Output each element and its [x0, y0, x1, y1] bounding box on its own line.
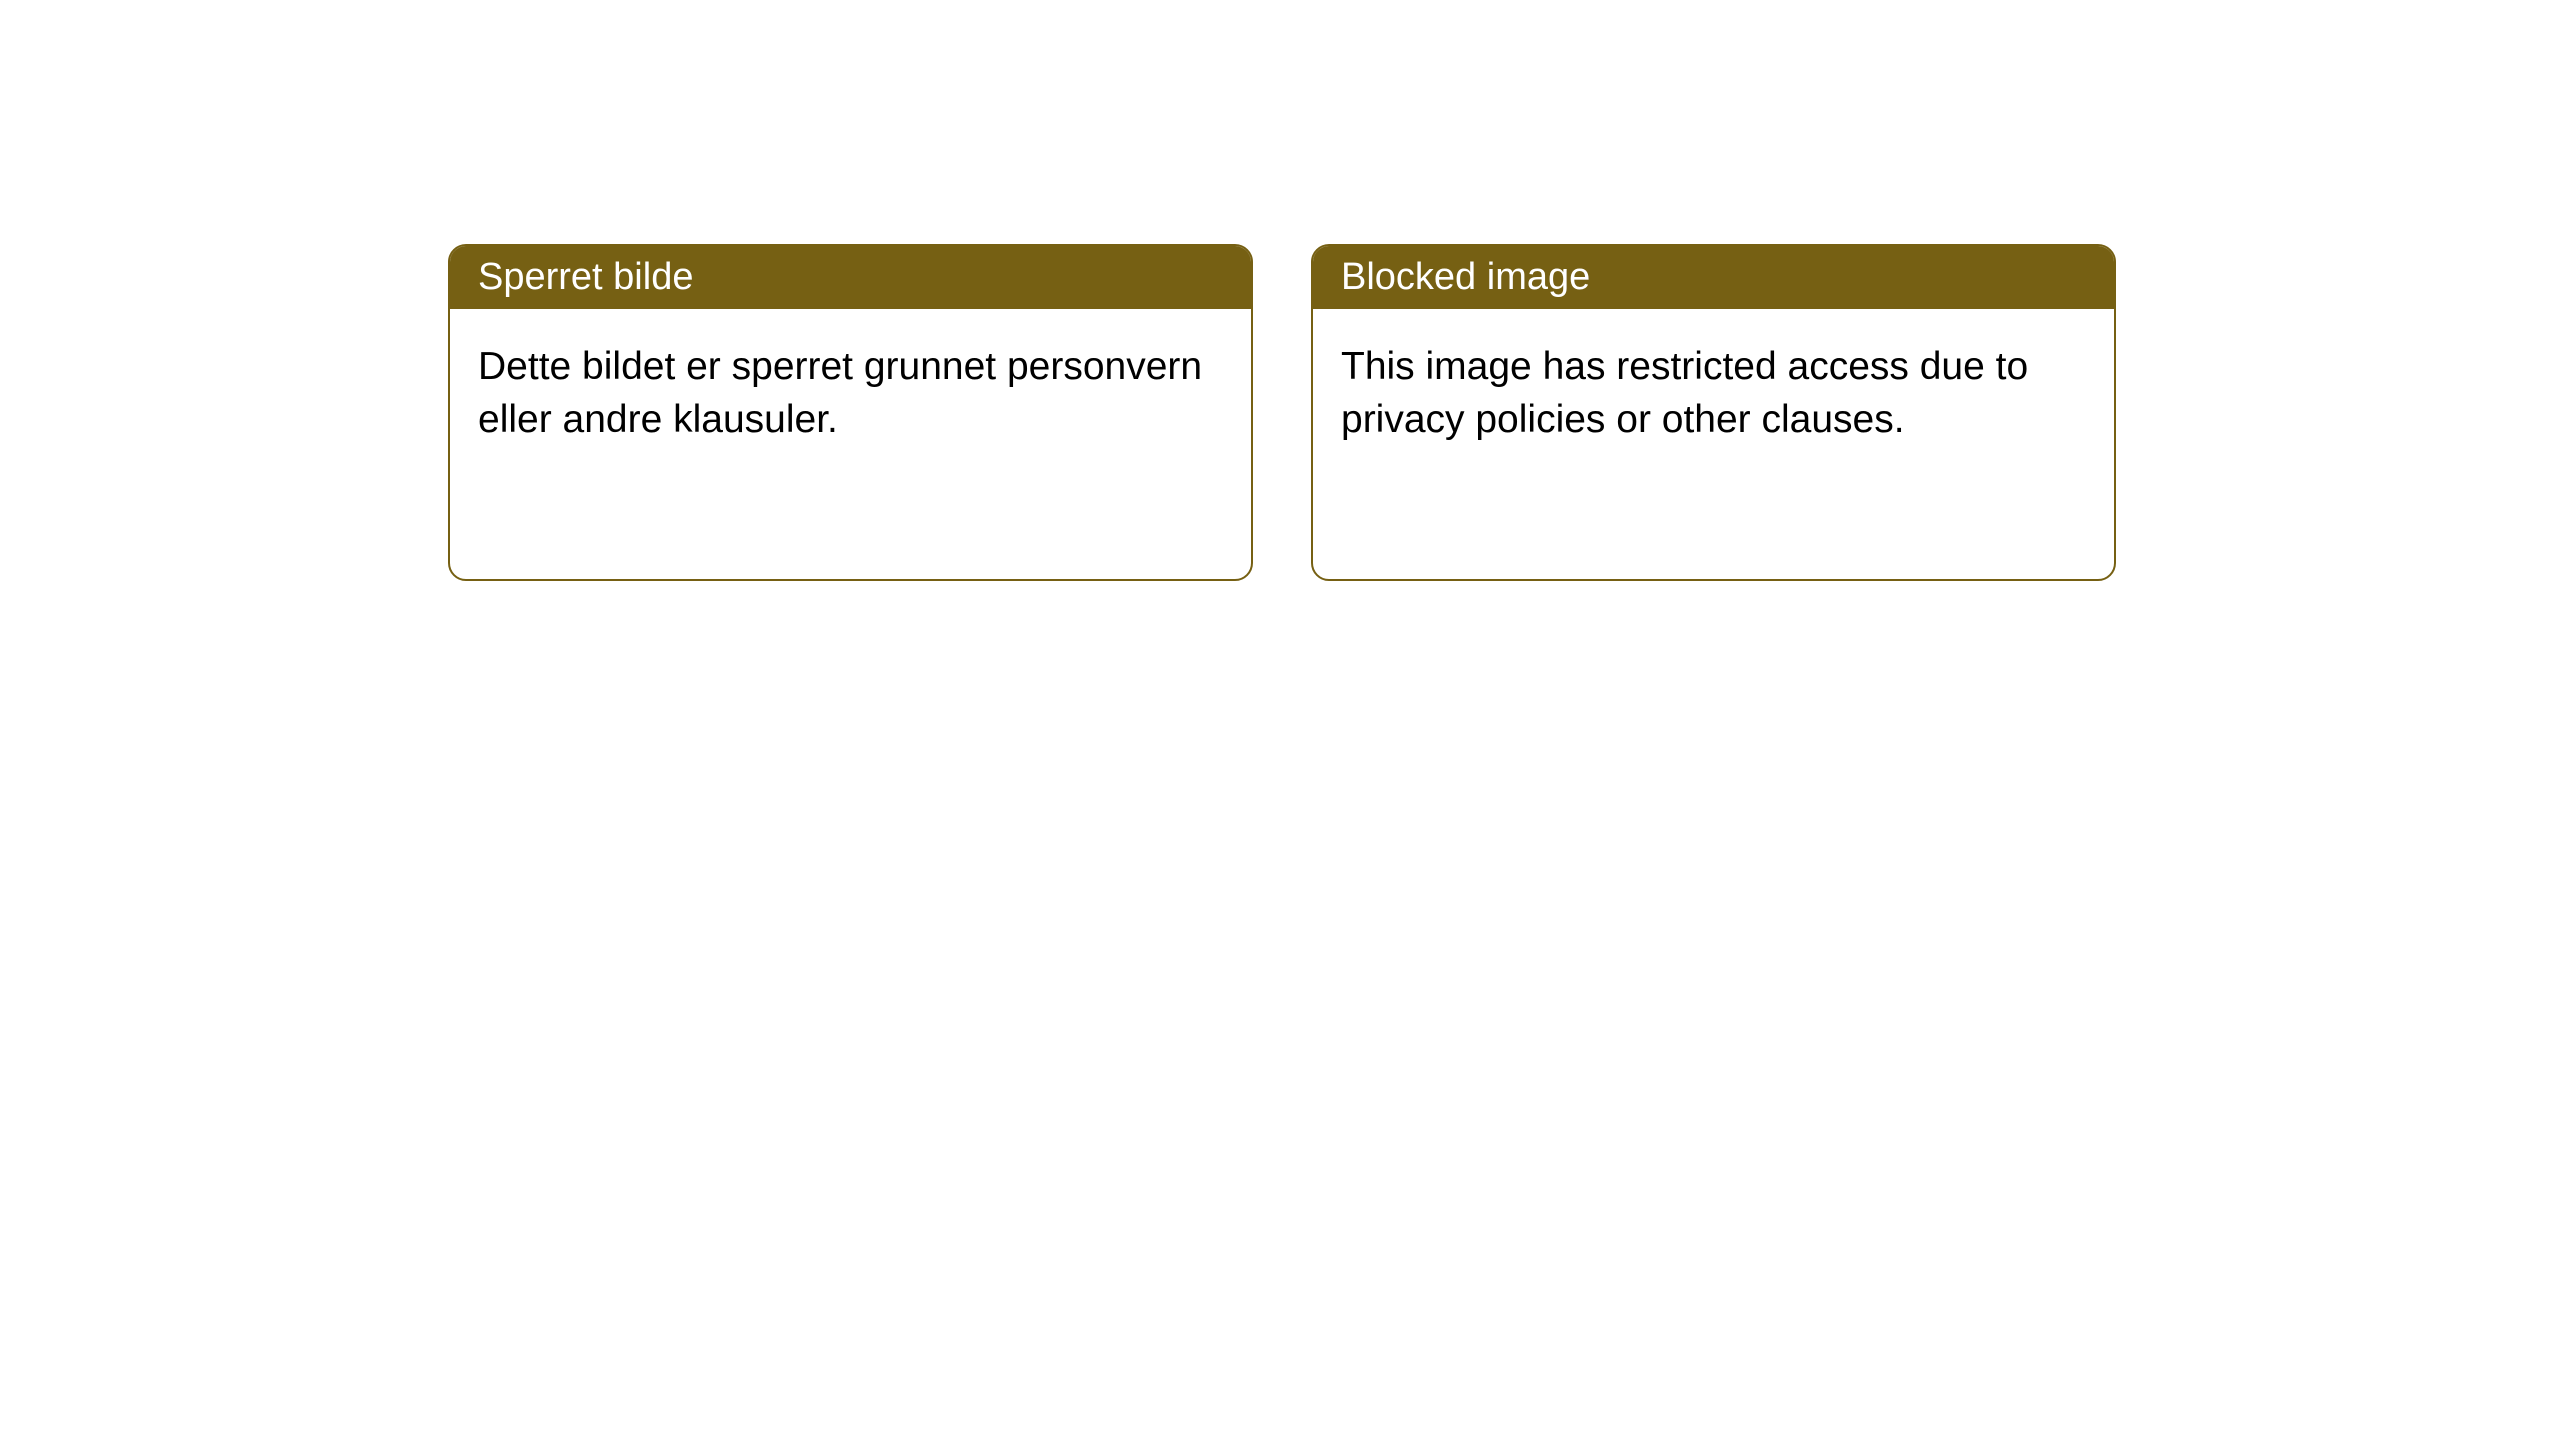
notice-body: Dette bildet er sperret grunnet personve… — [450, 309, 1251, 579]
notice-container: Sperret bilde Dette bildet er sperret gr… — [0, 0, 2560, 581]
notice-body: This image has restricted access due to … — [1313, 309, 2114, 579]
notice-card-english: Blocked image This image has restricted … — [1311, 244, 2116, 581]
notice-header: Sperret bilde — [450, 246, 1251, 309]
notice-header: Blocked image — [1313, 246, 2114, 309]
notice-card-norwegian: Sperret bilde Dette bildet er sperret gr… — [448, 244, 1253, 581]
